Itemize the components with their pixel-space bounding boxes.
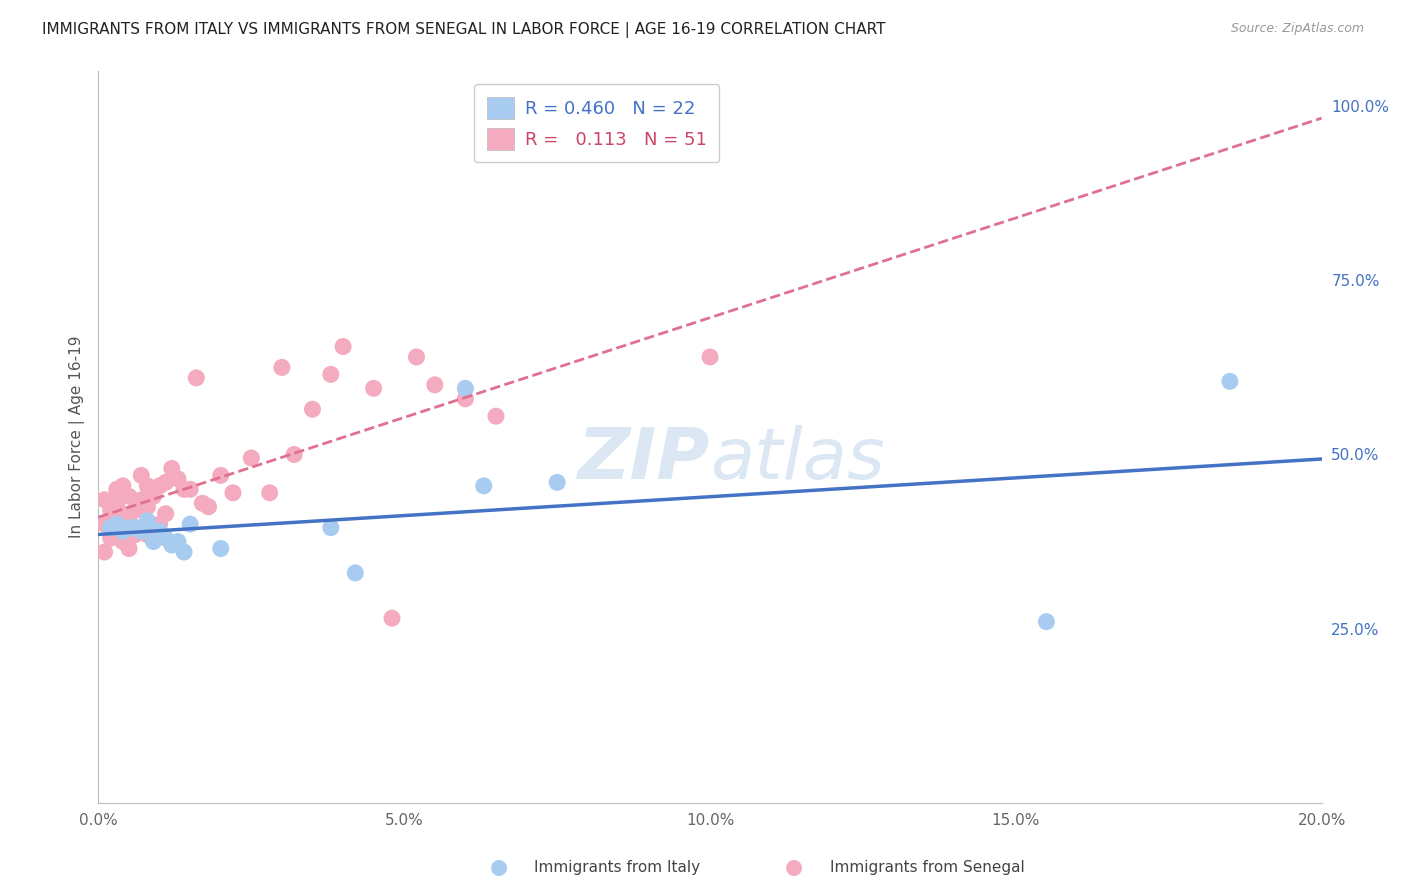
- Point: [93, 517, 115, 532]
- Point: [129, 468, 152, 483]
- Point: [111, 524, 134, 538]
- Point: [136, 479, 159, 493]
- Point: [105, 496, 128, 510]
- Point: [699, 350, 721, 364]
- Text: atlas: atlas: [710, 425, 884, 493]
- Point: [149, 479, 172, 493]
- Point: [93, 492, 115, 507]
- Point: [142, 521, 165, 535]
- Point: [111, 479, 134, 493]
- Point: [179, 517, 201, 532]
- Point: [173, 545, 195, 559]
- Point: [283, 448, 305, 462]
- Point: [155, 531, 177, 545]
- Point: [405, 350, 427, 364]
- Point: [149, 517, 172, 532]
- Point: [155, 507, 177, 521]
- Point: [149, 524, 172, 538]
- Point: [270, 360, 292, 375]
- Point: [129, 492, 152, 507]
- Point: [179, 483, 201, 497]
- Point: [1219, 375, 1241, 389]
- Point: [124, 527, 146, 541]
- Point: [167, 472, 190, 486]
- Point: [423, 377, 446, 392]
- Point: [142, 489, 165, 503]
- Text: ●: ●: [786, 857, 803, 877]
- Point: [124, 503, 146, 517]
- Point: [136, 514, 159, 528]
- Point: [454, 381, 477, 395]
- Text: ZIP: ZIP: [578, 425, 710, 493]
- Point: [1035, 615, 1057, 629]
- Point: [454, 392, 477, 406]
- Point: [100, 503, 122, 517]
- Point: [197, 500, 219, 514]
- Point: [160, 538, 183, 552]
- Text: IMMIGRANTS FROM ITALY VS IMMIGRANTS FROM SENEGAL IN LABOR FORCE | AGE 16-19 CORR: IMMIGRANTS FROM ITALY VS IMMIGRANTS FROM…: [42, 22, 886, 38]
- Point: [142, 534, 165, 549]
- Point: [124, 521, 146, 535]
- Point: [191, 496, 214, 510]
- Point: [186, 371, 208, 385]
- Point: [100, 531, 122, 545]
- Point: [381, 611, 404, 625]
- Y-axis label: In Labor Force | Age 16-19: In Labor Force | Age 16-19: [69, 335, 84, 539]
- Text: ●: ●: [491, 857, 508, 877]
- Point: [173, 483, 195, 497]
- Point: [222, 485, 245, 500]
- Point: [129, 521, 152, 535]
- Point: [209, 468, 232, 483]
- Text: Immigrants from Senegal: Immigrants from Senegal: [830, 860, 1025, 874]
- Text: Source: ZipAtlas.com: Source: ZipAtlas.com: [1230, 22, 1364, 36]
- Point: [155, 475, 177, 490]
- Point: [136, 500, 159, 514]
- Point: [363, 381, 385, 395]
- Point: [118, 489, 141, 503]
- Point: [93, 545, 115, 559]
- Point: [209, 541, 232, 556]
- Point: [259, 485, 281, 500]
- Point: [301, 402, 323, 417]
- Point: [105, 483, 128, 497]
- Point: [472, 479, 495, 493]
- Point: [136, 527, 159, 541]
- Point: [546, 475, 568, 490]
- Point: [105, 521, 128, 535]
- Legend: R = 0.460   N = 22, R =   0.113   N = 51: R = 0.460 N = 22, R = 0.113 N = 51: [474, 84, 720, 162]
- Point: [167, 534, 190, 549]
- Point: [485, 409, 508, 424]
- Point: [118, 521, 141, 535]
- Point: [332, 339, 354, 353]
- Point: [319, 521, 342, 535]
- Point: [160, 461, 183, 475]
- Point: [240, 450, 263, 465]
- Point: [118, 541, 141, 556]
- Point: [111, 507, 134, 521]
- Point: [111, 534, 134, 549]
- Text: Immigrants from Italy: Immigrants from Italy: [534, 860, 700, 874]
- Point: [100, 521, 122, 535]
- Point: [344, 566, 367, 580]
- Point: [118, 514, 141, 528]
- Point: [319, 368, 342, 382]
- Point: [105, 517, 128, 532]
- Point: [129, 524, 152, 538]
